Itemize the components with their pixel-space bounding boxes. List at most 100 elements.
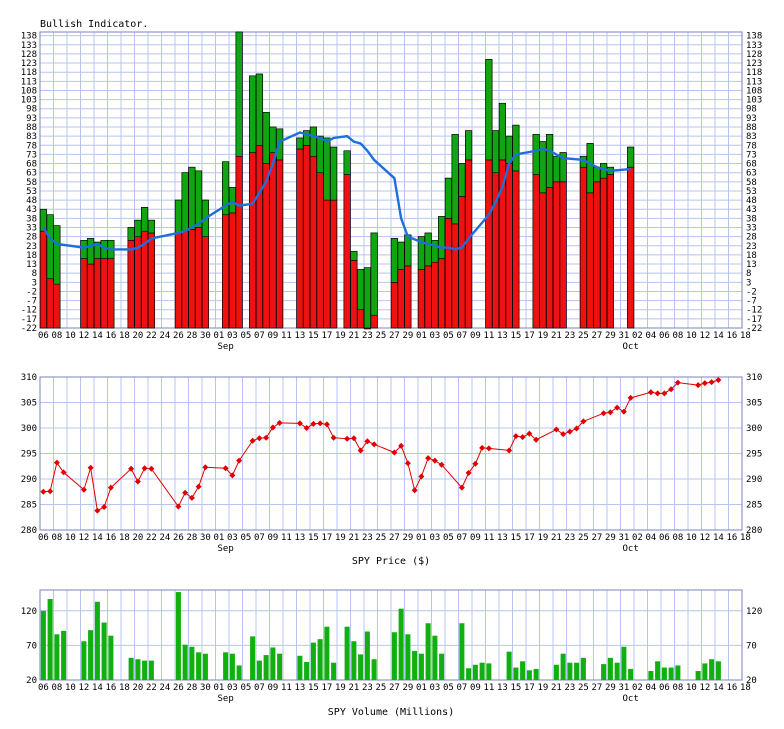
volume-bar: [418, 653, 424, 680]
bullish-xtick: 31: [618, 331, 629, 341]
volume-ytick-right: 70: [746, 641, 757, 651]
price-ytick-right: 280: [746, 526, 762, 536]
volume-bar: [256, 660, 262, 680]
bearish-bar: [303, 144, 311, 329]
price-point: [188, 494, 195, 501]
bullish-bar-top: [181, 172, 189, 232]
bullish-xtick: 30: [200, 331, 211, 341]
bullish-ytick-right: -17: [746, 315, 762, 325]
bullish-ytick-right: 38: [746, 214, 757, 224]
volume-xtick: 31: [618, 683, 629, 693]
price-point: [512, 433, 519, 440]
bearish-bar: [579, 166, 587, 329]
bullish-ytick-left: 83: [26, 132, 37, 142]
volume-bar: [553, 664, 559, 680]
volume-bar: [702, 663, 708, 680]
volume-xtick: 14: [92, 683, 103, 693]
bullish-xtick: 29: [402, 331, 413, 341]
price-xtick: 07: [254, 533, 265, 543]
price-point: [296, 420, 303, 427]
bullish-xtick: 29: [605, 331, 616, 341]
price-xtick: 25: [578, 533, 589, 543]
bullish-bar-top: [262, 112, 270, 164]
bullish-bar-top: [539, 141, 547, 194]
volume-ytick-left: 70: [26, 641, 37, 651]
bullish-bar-top: [323, 137, 331, 201]
volume-xtick: 28: [186, 683, 197, 693]
bullish-bar-top: [309, 126, 317, 157]
volume-bar: [479, 662, 485, 680]
price-point: [674, 379, 681, 386]
price-xtick: 08: [51, 533, 62, 543]
bullish-ytick-left: 3: [32, 278, 37, 288]
bullish-xtick: 24: [159, 331, 170, 341]
price-xtick: 26: [173, 533, 184, 543]
bullish-bar-top: [303, 130, 311, 146]
bearish-bar: [606, 174, 614, 329]
volume-bar: [695, 671, 701, 680]
bullish-ytick-left: 118: [21, 68, 37, 78]
price-point: [276, 419, 283, 426]
volume-xtick: 25: [375, 683, 386, 693]
bullish-ytick-right: 103: [746, 96, 762, 106]
price-xtick: 22: [146, 533, 157, 543]
volume-xtick: 14: [713, 683, 724, 693]
bearish-bar: [181, 230, 189, 329]
bullish-ytick-right: 63: [746, 169, 757, 179]
bearish-bar: [134, 236, 142, 329]
volume-xtick: 22: [146, 683, 157, 693]
volume-xtick: 15: [510, 683, 521, 693]
bullish-bar-top: [350, 250, 358, 261]
volume-xtick: 18: [119, 683, 130, 693]
bearish-bar: [593, 181, 601, 329]
bullish-ytick-left: 43: [26, 205, 37, 215]
volume-xtick: 08: [51, 683, 62, 693]
price-xtick: 16: [105, 533, 116, 543]
price-ytick-right: 295: [746, 450, 762, 460]
volume-xtick: 07: [254, 683, 265, 693]
price-xtick: 19: [335, 533, 346, 543]
price-ytick-left: 290: [21, 475, 37, 485]
volume-bar: [520, 661, 526, 680]
volume-bar: [196, 652, 202, 680]
volume-bar: [88, 630, 94, 680]
price-ytick-right: 310: [746, 373, 762, 383]
bullish-xtick: 17: [321, 331, 332, 341]
bullish-xtick: 18: [740, 331, 751, 341]
bullish-bar-top: [188, 166, 196, 230]
bearish-bar: [559, 181, 567, 329]
bullish-xtick: 03: [227, 331, 238, 341]
bullish-bar-top: [485, 59, 493, 161]
price-xtick: 17: [321, 533, 332, 543]
bearish-bar: [262, 163, 270, 329]
price-xtick: 02: [632, 533, 643, 543]
price-xtick: 03: [227, 533, 238, 543]
price-point: [60, 469, 67, 476]
volume-xtick: 18: [740, 683, 751, 693]
bearish-bar: [276, 159, 284, 329]
price-xtick: 01: [416, 533, 427, 543]
price-month-label: Sep: [217, 544, 233, 554]
bullish-ytick-left: 28: [26, 233, 37, 243]
bullish-xtick: 09: [470, 331, 481, 341]
volume-bar: [47, 599, 53, 680]
volume-ytick-right: 20: [746, 676, 757, 686]
bullish-ytick-right: 43: [746, 205, 757, 215]
volume-bar: [270, 647, 276, 680]
bullish-xtick: 11: [281, 331, 292, 341]
bullish-xtick: 15: [510, 331, 521, 341]
bearish-bar: [127, 239, 135, 329]
bullish-ytick-right: 53: [746, 187, 757, 197]
volume-xtick: 27: [389, 683, 400, 693]
price-xtick: 15: [308, 533, 319, 543]
price-point: [323, 421, 330, 428]
volume-xtick: 09: [267, 683, 278, 693]
bullish-xtick: 25: [578, 331, 589, 341]
price-ytick-right: 290: [746, 475, 762, 485]
bullish-ytick-right: 33: [746, 224, 757, 234]
price-point: [87, 464, 94, 471]
bullish-bar-top: [438, 216, 446, 259]
bullish-bar-top: [546, 134, 554, 188]
bearish-bar: [350, 260, 358, 329]
price-point: [344, 435, 351, 442]
